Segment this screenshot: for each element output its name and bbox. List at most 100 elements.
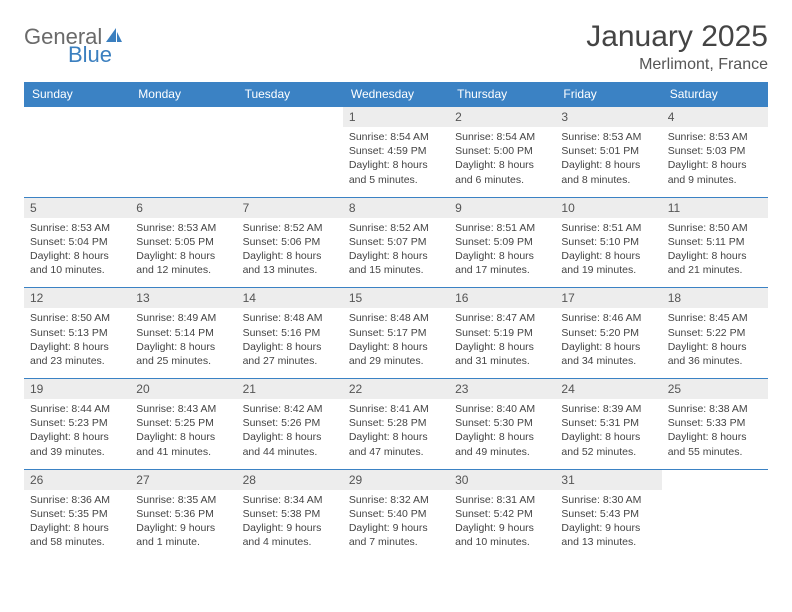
day-d2: and 23 minutes. [30,354,124,368]
calendar-cell: 21Sunrise: 8:42 AMSunset: 5:26 PMDayligh… [237,379,343,470]
day-d2: and 47 minutes. [349,445,443,459]
day-sr: Sunrise: 8:34 AM [243,493,337,507]
day-sr: Sunrise: 8:50 AM [30,311,124,325]
day-sr: Sunrise: 8:30 AM [561,493,655,507]
day-details: Sunrise: 8:51 AMSunset: 5:09 PMDaylight:… [449,218,555,288]
day-number: 12 [24,288,130,308]
weekday-header: Thursday [449,82,555,107]
day-d1: Daylight: 9 hours [349,521,443,535]
calendar-cell [662,469,768,559]
calendar-cell: 13Sunrise: 8:49 AMSunset: 5:14 PMDayligh… [130,288,236,379]
day-ss: Sunset: 5:28 PM [349,416,443,430]
day-sr: Sunrise: 8:54 AM [349,130,443,144]
day-sr: Sunrise: 8:49 AM [136,311,230,325]
calendar-cell: 31Sunrise: 8:30 AMSunset: 5:43 PMDayligh… [555,469,661,559]
calendar-table: SundayMondayTuesdayWednesdayThursdayFrid… [24,82,768,559]
day-d2: and 58 minutes. [30,535,124,549]
day-details: Sunrise: 8:35 AMSunset: 5:36 PMDaylight:… [130,490,236,560]
day-number: 10 [555,198,661,218]
day-d1: Daylight: 8 hours [349,249,443,263]
location-label: Merlimont, France [586,56,768,74]
day-number: 8 [343,198,449,218]
calendar-cell: 23Sunrise: 8:40 AMSunset: 5:30 PMDayligh… [449,379,555,470]
day-d2: and 9 minutes. [668,173,762,187]
day-ss: Sunset: 5:05 PM [136,235,230,249]
calendar-cell: 3Sunrise: 8:53 AMSunset: 5:01 PMDaylight… [555,107,661,198]
day-ss: Sunset: 5:25 PM [136,416,230,430]
calendar-cell: 22Sunrise: 8:41 AMSunset: 5:28 PMDayligh… [343,379,449,470]
day-sr: Sunrise: 8:54 AM [455,130,549,144]
day-d1: Daylight: 8 hours [455,158,549,172]
day-d1: Daylight: 8 hours [243,430,337,444]
day-sr: Sunrise: 8:42 AM [243,402,337,416]
weekday-header: Wednesday [343,82,449,107]
day-number: 13 [130,288,236,308]
day-ss: Sunset: 5:14 PM [136,326,230,340]
day-d2: and 13 minutes. [561,535,655,549]
day-ss: Sunset: 5:40 PM [349,507,443,521]
brand-logo: General Blue [24,20,126,66]
calendar-cell: 30Sunrise: 8:31 AMSunset: 5:42 PMDayligh… [449,469,555,559]
calendar-cell: 17Sunrise: 8:46 AMSunset: 5:20 PMDayligh… [555,288,661,379]
day-d1: Daylight: 8 hours [349,340,443,354]
day-sr: Sunrise: 8:51 AM [561,221,655,235]
day-ss: Sunset: 5:17 PM [349,326,443,340]
day-details: Sunrise: 8:52 AMSunset: 5:06 PMDaylight:… [237,218,343,288]
calendar-cell: 6Sunrise: 8:53 AMSunset: 5:05 PMDaylight… [130,197,236,288]
day-d2: and 49 minutes. [455,445,549,459]
weekday-header: Monday [130,82,236,107]
day-d1: Daylight: 8 hours [455,430,549,444]
day-details: Sunrise: 8:53 AMSunset: 5:05 PMDaylight:… [130,218,236,288]
calendar-cell: 12Sunrise: 8:50 AMSunset: 5:13 PMDayligh… [24,288,130,379]
day-details: Sunrise: 8:49 AMSunset: 5:14 PMDaylight:… [130,308,236,378]
day-sr: Sunrise: 8:50 AM [668,221,762,235]
calendar-week-row: 12Sunrise: 8:50 AMSunset: 5:13 PMDayligh… [24,288,768,379]
calendar-week-row: 1Sunrise: 8:54 AMSunset: 4:59 PMDaylight… [24,107,768,198]
day-number: 17 [555,288,661,308]
day-number: 26 [24,470,130,490]
calendar-cell [24,107,130,198]
day-d1: Daylight: 8 hours [30,521,124,535]
day-d1: Daylight: 8 hours [668,340,762,354]
day-ss: Sunset: 5:16 PM [243,326,337,340]
day-details: Sunrise: 8:44 AMSunset: 5:23 PMDaylight:… [24,399,130,469]
day-number: 6 [130,198,236,218]
calendar-cell: 19Sunrise: 8:44 AMSunset: 5:23 PMDayligh… [24,379,130,470]
day-ss: Sunset: 5:43 PM [561,507,655,521]
day-sr: Sunrise: 8:46 AM [561,311,655,325]
calendar-week-row: 19Sunrise: 8:44 AMSunset: 5:23 PMDayligh… [24,379,768,470]
calendar-cell: 10 Sunrise: 8:51 AMSunset: 5:10 PMDayligh… [555,197,661,288]
day-d1: Daylight: 9 hours [243,521,337,535]
day-details: Sunrise: 8:45 AMSunset: 5:22 PMDaylight:… [662,308,768,378]
day-ss: Sunset: 5:03 PM [668,144,762,158]
day-d2: and 29 minutes. [349,354,443,368]
day-d1: Daylight: 8 hours [30,340,124,354]
day-ss: Sunset: 5:10 PM [561,235,655,249]
day-d1: Daylight: 8 hours [136,249,230,263]
day-ss: Sunset: 5:31 PM [561,416,655,430]
day-details: Sunrise: 8:40 AMSunset: 5:30 PMDaylight:… [449,399,555,469]
day-details: Sunrise: 8:53 AMSunset: 5:01 PMDaylight:… [555,127,661,197]
day-ss: Sunset: 5:36 PM [136,507,230,521]
calendar-cell: 20Sunrise: 8:43 AMSunset: 5:25 PMDayligh… [130,379,236,470]
day-number: 2 [449,107,555,127]
day-number: 22 [343,379,449,399]
page-title: January 2025 [586,20,768,54]
calendar-cell: 26Sunrise: 8:36 AMSunset: 5:35 PMDayligh… [24,469,130,559]
day-d1: Daylight: 8 hours [561,249,655,263]
day-d1: Daylight: 8 hours [561,340,655,354]
calendar-cell: 14Sunrise: 8:48 AMSunset: 5:16 PMDayligh… [237,288,343,379]
day-ss: Sunset: 5:42 PM [455,507,549,521]
day-details: Sunrise: 8:34 AMSunset: 5:38 PMDaylight:… [237,490,343,560]
day-details: Sunrise: 8:54 AMSunset: 4:59 PMDaylight:… [343,127,449,197]
day-d2: and 55 minutes. [668,445,762,459]
day-sr: Sunrise: 8:51 AM [455,221,549,235]
day-details: Sunrise: 8:41 AMSunset: 5:28 PMDaylight:… [343,399,449,469]
day-number: 21 [237,379,343,399]
calendar-cell [237,107,343,198]
day-ss: Sunset: 5:38 PM [243,507,337,521]
calendar-body: 1Sunrise: 8:54 AMSunset: 4:59 PMDaylight… [24,107,768,560]
day-details: Sunrise: 8:54 AMSunset: 5:00 PMDaylight:… [449,127,555,197]
calendar-cell: 18Sunrise: 8:45 AMSunset: 5:22 PMDayligh… [662,288,768,379]
day-ss: Sunset: 5:30 PM [455,416,549,430]
